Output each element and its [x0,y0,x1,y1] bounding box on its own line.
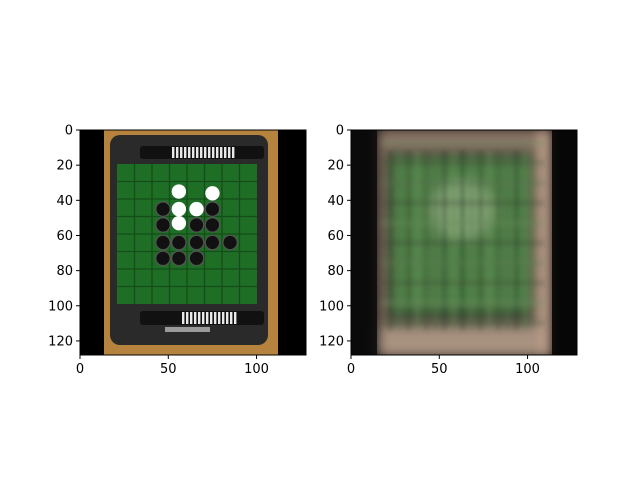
horizontal-streak [380,180,545,186]
top-rack-discs [172,147,235,158]
x-tick-label: 0 [347,362,355,377]
rack-disc-edge [190,312,193,324]
horizontal-streak [380,200,545,206]
y-tick-label: 100 [319,299,344,314]
y-tick-label: 0 [65,124,73,139]
rack-disc-edge [198,312,201,324]
black-disc [204,234,221,251]
black-disc [171,234,187,251]
rack-disc-edge [210,312,213,324]
white-disc [171,201,187,217]
rack-disc-edge [172,147,175,158]
black-disc [204,201,221,217]
horizontal-streak [380,220,545,226]
rack-disc-edge [200,147,203,158]
rack-disc-edge [192,147,195,158]
rack-disc-edge [220,147,223,158]
black-disc [155,217,171,233]
black-disc [155,234,171,251]
black-disc [155,250,171,267]
y-tick-label: 0 [336,124,344,139]
brand-label-mark [165,327,210,332]
rack-disc-edge [208,147,211,158]
rack-disc-edge [180,147,183,158]
reconstruction-artifacts [380,140,545,330]
black-disc [188,234,205,251]
rack-disc-edge [196,147,199,158]
x-tick-label: 100 [244,362,269,377]
rack-disc-edge [204,147,207,158]
horizontal-streak [380,280,545,286]
horizontal-streak [380,160,545,166]
x-tick-label: 50 [431,362,448,377]
rack-disc-edge [194,312,197,324]
horizontal-streak [380,140,545,146]
original-image-panel [80,130,306,355]
black-disc [171,250,187,267]
white-disc [171,184,187,199]
y-tick-label: 20 [327,159,344,174]
x-tick-label: 0 [76,362,84,377]
reconstruction-image-panel [351,130,577,355]
bottom-rack-discs [182,312,237,324]
white-disc [205,186,220,201]
rack-disc-edge [212,147,215,158]
y-tick-label: 40 [327,194,344,209]
x-tick-label: 100 [515,362,540,377]
horizontal-streak [380,300,545,306]
rack-disc-edge [228,147,231,158]
rack-disc-edge [234,312,237,324]
right-axes-frame [350,129,578,356]
black-disc [222,234,238,251]
left-axes-frame [79,129,307,356]
rack-disc-edge [226,312,229,324]
board-discs [155,184,238,267]
x-tick-label: 50 [160,362,177,377]
rack-disc-edge [214,312,217,324]
horizontal-streak [380,320,545,326]
black-disc [188,250,205,267]
y-tick-label: 80 [327,264,344,279]
black-disc [204,217,221,233]
rack-disc-edge [182,312,185,324]
rack-disc-edge [188,147,191,158]
rack-disc-edge [218,312,221,324]
rack-disc-edge [224,147,227,158]
rack-disc-edge [216,147,219,158]
black-disc [155,201,171,217]
rack-disc-edge [222,312,225,324]
rack-disc-edge [202,312,205,324]
rack-disc-edge [206,312,209,324]
rack-disc-edge [176,147,179,158]
y-tick-label: 120 [319,334,344,349]
rack-disc-edge [232,147,235,158]
board-grid [117,164,257,304]
y-tick-label: 40 [56,194,73,209]
white-disc [171,215,187,231]
y-tick-label: 60 [56,229,73,244]
y-tick-label: 60 [327,229,344,244]
y-tick-label: 100 [48,299,73,314]
horizontal-streak [380,240,545,246]
rack-disc-edge [186,312,189,324]
y-tick-label: 120 [48,334,73,349]
y-tick-label: 20 [56,159,73,174]
y-tick-label: 80 [56,264,73,279]
rack-disc-edge [184,147,187,158]
white-disc [189,201,204,217]
rack-disc-edge [230,312,233,324]
black-disc [188,217,205,233]
horizontal-streak [380,260,545,266]
